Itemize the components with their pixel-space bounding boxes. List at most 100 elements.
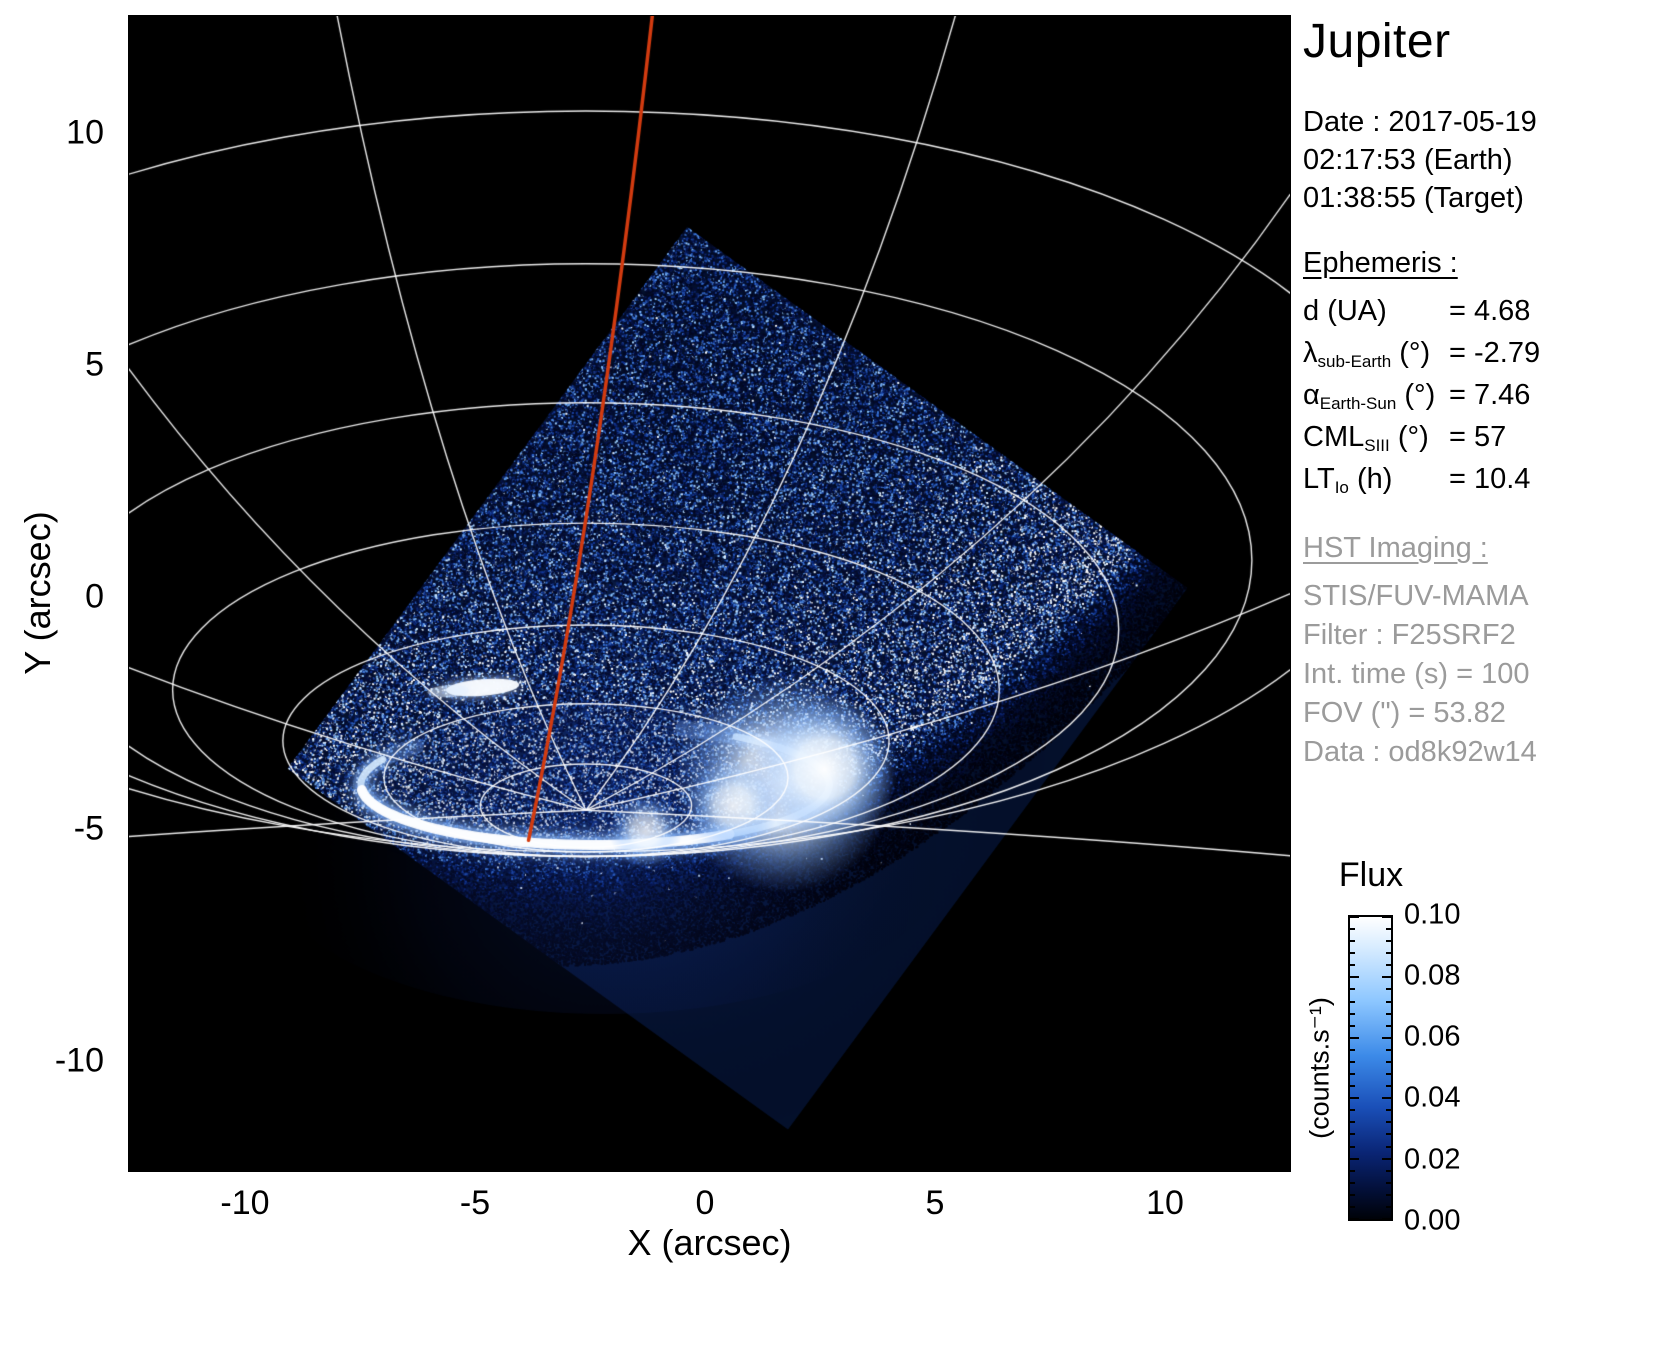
- y-tick-label: -5: [73, 809, 104, 848]
- colorbar-tick-label: 0.02: [1404, 1143, 1461, 1176]
- date-line: Date : 2017-05-19: [1303, 106, 1537, 138]
- ephemeris-unit: (°): [1404, 379, 1436, 411]
- ephemeris-row: αEarth-Sun (°) = 7.46: [1303, 376, 1675, 418]
- colorbar-tick: [1350, 1060, 1355, 1063]
- x-tick-label: 5: [925, 1184, 945, 1222]
- colorbar-tick-label: 0.04: [1404, 1081, 1461, 1114]
- colorbar-tick: [1386, 928, 1391, 931]
- colorbar-tick: [1350, 1012, 1355, 1015]
- ephemeris-subscript: Io: [1334, 478, 1349, 497]
- hst-imaging-heading: HST Imaging :: [1303, 532, 1488, 564]
- hst-data-id: Data : od8k92w14: [1303, 736, 1537, 768]
- colorbar-tick: [1350, 1024, 1355, 1027]
- ephemeris-unit: (°): [1397, 421, 1429, 453]
- hst-int-time: Int. time (s) = 100: [1303, 658, 1530, 690]
- colorbar-tick-label: 0.08: [1404, 959, 1461, 992]
- colorbar-tick: [1382, 1097, 1391, 1100]
- colorbar-tick: [1350, 1121, 1355, 1124]
- ephemeris-quantity: αEarth-Sun (°): [1303, 376, 1449, 418]
- hst-filter: Filter : F25SRF2: [1303, 619, 1516, 651]
- plot-title: Jupiter: [1303, 15, 1451, 68]
- hst-instrument: STIS/FUV-MAMA: [1303, 580, 1529, 612]
- colorbar-tick: [1386, 1145, 1391, 1148]
- ephemeris-subscript: SIII: [1364, 436, 1390, 455]
- colorbar-tick: [1350, 1157, 1359, 1160]
- x-axis-label: X (arcsec): [627, 1222, 792, 1263]
- colorbar-tick: [1350, 1133, 1355, 1136]
- colorbar-tick-label: 0.00: [1404, 1204, 1461, 1237]
- ephemeris-heading: Ephemeris :: [1303, 247, 1458, 279]
- colorbar-tick: [1386, 1181, 1391, 1184]
- colorbar-tick: [1386, 1193, 1391, 1196]
- ephemeris-symbol: λ: [1303, 337, 1318, 369]
- ephemeris-value: = 4.68: [1449, 295, 1531, 327]
- colorbar-tick: [1350, 1145, 1355, 1148]
- ephemeris-unit: (h): [1356, 463, 1393, 495]
- ephemeris-row: λsub-Earth (°) = -2.79: [1303, 334, 1675, 376]
- x-tick-label: -10: [220, 1184, 270, 1222]
- colorbar-tick: [1350, 928, 1355, 931]
- y-tick-label: -10: [54, 1041, 104, 1080]
- ephemeris-row: d (UA) = 4.68: [1303, 292, 1675, 334]
- colorbar-tick: [1386, 1012, 1391, 1015]
- ephemeris-quantity: CMLSIII (°): [1303, 418, 1449, 460]
- ephemeris-value: = -2.79: [1449, 337, 1541, 369]
- colorbar-tick: [1350, 952, 1355, 955]
- colorbar-tick-label: 0.10: [1404, 898, 1461, 931]
- colorbar-tick: [1350, 940, 1355, 943]
- colorbar-tick: [1350, 988, 1355, 991]
- earth-time: 02:17:53 (Earth): [1303, 144, 1513, 176]
- colorbar-tick: [1350, 1073, 1355, 1076]
- colorbar-tick: [1350, 964, 1355, 967]
- ephemeris-quantity: LTIo (h): [1303, 460, 1449, 502]
- colorbar-tick: [1350, 916, 1359, 918]
- y-tick-label: 5: [85, 345, 104, 384]
- observation-times: Date : 2017-05-19 02:17:53 (Earth) 01:38…: [1303, 103, 1675, 217]
- colorbar-tick: [1382, 976, 1391, 979]
- ephemeris-quantity: d (UA): [1303, 292, 1449, 334]
- y-tick-label: 0: [85, 577, 104, 616]
- hst-fov: FOV (") = 53.82: [1303, 697, 1506, 729]
- ephemeris-symbol: CML: [1303, 421, 1365, 453]
- colorbar-tick: [1350, 1000, 1355, 1003]
- ephemeris-subscript: sub-Earth: [1317, 352, 1392, 371]
- colorbar-tick: [1382, 1036, 1391, 1039]
- colorbar-tick: [1386, 1133, 1391, 1136]
- plot-area: [128, 15, 1291, 1172]
- target-time: 01:38:55 (Target): [1303, 182, 1524, 214]
- ephemeris-symbol: α: [1303, 379, 1320, 411]
- colorbar-tick: [1350, 1193, 1355, 1196]
- ephemeris-value: = 57: [1449, 421, 1507, 453]
- ephemeris-subscript: Earth-Sun: [1319, 394, 1397, 413]
- ephemeris-value: = 10.4: [1449, 463, 1531, 495]
- colorbar-tick: [1386, 1085, 1391, 1088]
- colorbar-tick: [1350, 1097, 1359, 1100]
- colorbar-tick: [1382, 1218, 1391, 1220]
- ephemeris-row: LTIo (h) = 10.4: [1303, 460, 1675, 502]
- colorbar-tick: [1386, 952, 1391, 955]
- y-axis-ticks: 10 5 0 -5 -10: [0, 15, 114, 1172]
- colorbar-tick: [1382, 916, 1391, 918]
- colorbar-gradient: [1348, 915, 1393, 1221]
- colorbar-title: Flux: [1338, 856, 1404, 894]
- colorbar-tick: [1386, 1169, 1391, 1172]
- info-panel: Jupiter Date : 2017-05-19 02:17:53 (Eart…: [1303, 14, 1675, 772]
- colorbar-tick: [1386, 1109, 1391, 1112]
- colorbar-tick: [1386, 1060, 1391, 1063]
- ephemeris-quantity: λsub-Earth (°): [1303, 334, 1449, 376]
- x-axis-ticks: -10 -5 0 5 10: [128, 1184, 1291, 1226]
- colorbar-tick: [1382, 1157, 1391, 1160]
- colorbar-tick: [1350, 1036, 1359, 1039]
- ephemeris-symbol: LT: [1303, 463, 1335, 495]
- colorbar-tick: [1350, 1181, 1355, 1184]
- colorbar-tick: [1386, 1024, 1391, 1027]
- colorbar-tick: [1386, 1205, 1391, 1208]
- x-tick-label: -5: [459, 1184, 491, 1222]
- colorbar-tick: [1386, 1048, 1391, 1051]
- colorbar-tick: [1386, 1121, 1391, 1124]
- colorbar-tick: [1386, 1000, 1391, 1003]
- colorbar-tick: [1350, 1169, 1355, 1172]
- ephemeris-value: = 7.46: [1449, 379, 1531, 411]
- x-tick-label: 0: [695, 1184, 715, 1222]
